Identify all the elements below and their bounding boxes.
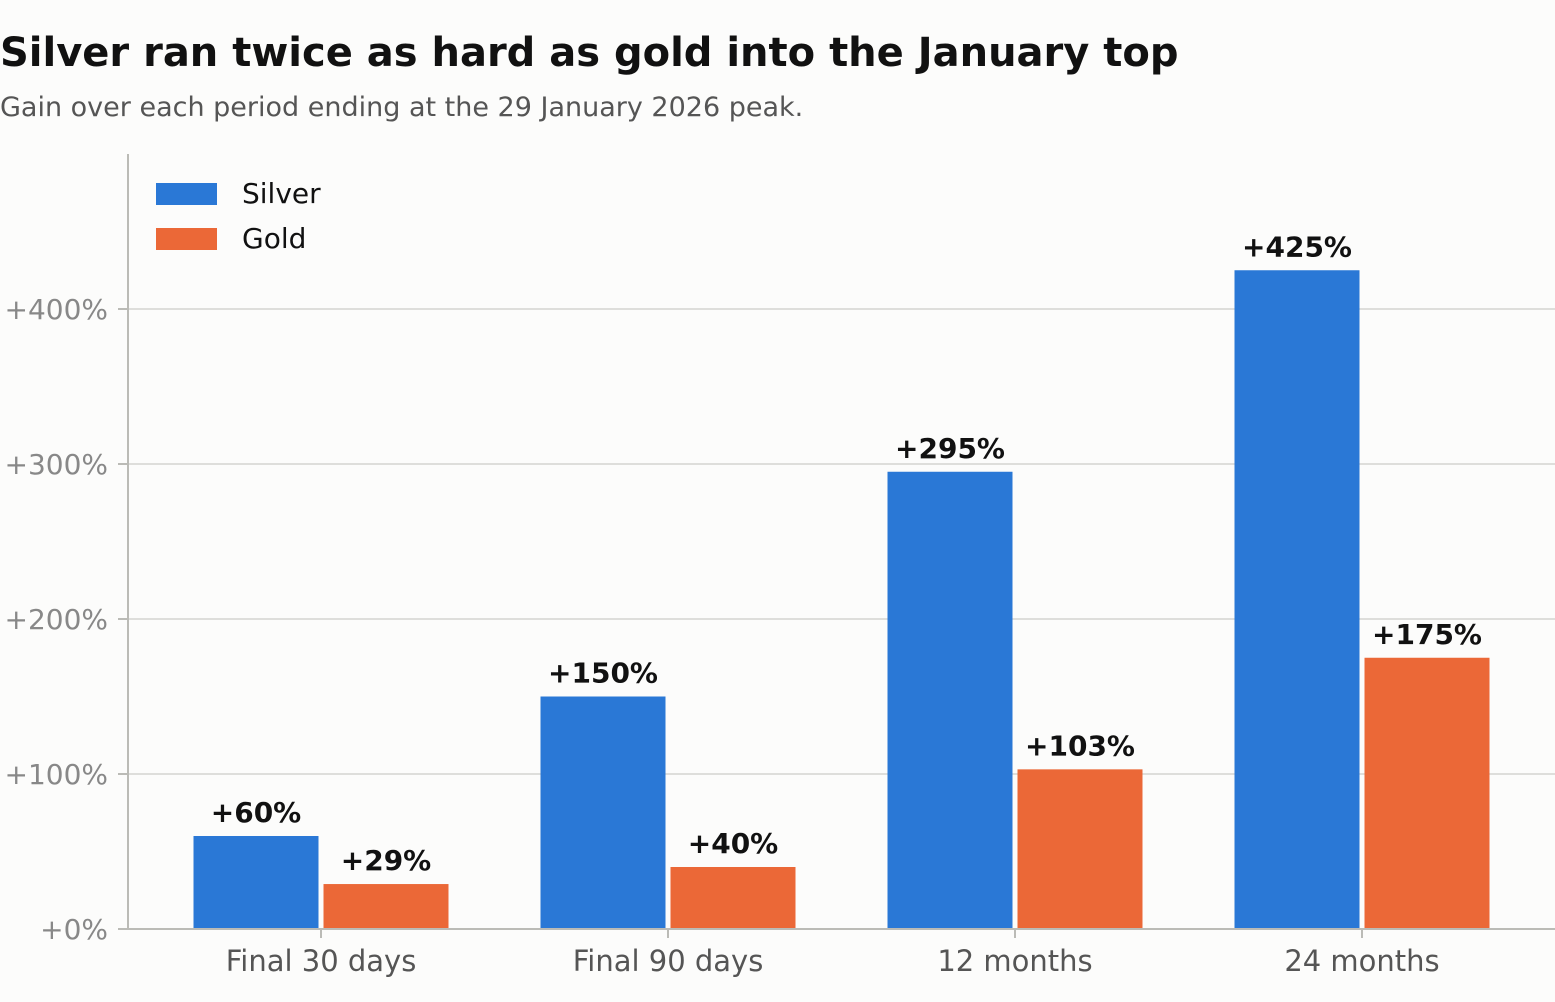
bar-silver bbox=[193, 836, 319, 929]
bar-gold bbox=[323, 884, 449, 929]
data-label: +150% bbox=[548, 657, 658, 690]
data-label: +425% bbox=[1242, 230, 1352, 263]
y-tick-label: +300% bbox=[4, 448, 108, 481]
legend-swatch-gold bbox=[156, 228, 217, 250]
x-tick-label: Final 90 days bbox=[573, 944, 764, 978]
x-tick-label: 24 months bbox=[1284, 944, 1439, 978]
data-label: +29% bbox=[341, 844, 431, 877]
y-tick-label: +0% bbox=[40, 913, 108, 946]
bar-silver bbox=[540, 696, 666, 929]
y-tick-label: +400% bbox=[4, 293, 108, 326]
data-label: +40% bbox=[688, 827, 778, 860]
x-tick-label: Final 30 days bbox=[226, 944, 417, 978]
data-label: +295% bbox=[895, 432, 1005, 465]
data-label: +103% bbox=[1025, 729, 1135, 762]
bar-silver bbox=[1234, 270, 1360, 929]
y-tick-label: +200% bbox=[4, 603, 108, 636]
data-label: +175% bbox=[1372, 618, 1482, 651]
bar-gold bbox=[1017, 769, 1143, 929]
chart-subtitle: Gain over each period ending at the 29 J… bbox=[0, 92, 804, 123]
bar-silver bbox=[887, 471, 1013, 929]
chart-title: Silver ran twice as hard as gold into th… bbox=[0, 30, 1179, 76]
bar-gold bbox=[670, 867, 796, 929]
legend-label-silver: Silver bbox=[242, 177, 321, 210]
bar-gold bbox=[1364, 657, 1490, 929]
x-tick-label: 12 months bbox=[937, 944, 1092, 978]
legend-swatch-silver bbox=[156, 183, 217, 205]
data-label: +60% bbox=[211, 796, 301, 829]
y-tick-label: +100% bbox=[4, 758, 108, 791]
legend-label-gold: Gold bbox=[242, 222, 306, 255]
